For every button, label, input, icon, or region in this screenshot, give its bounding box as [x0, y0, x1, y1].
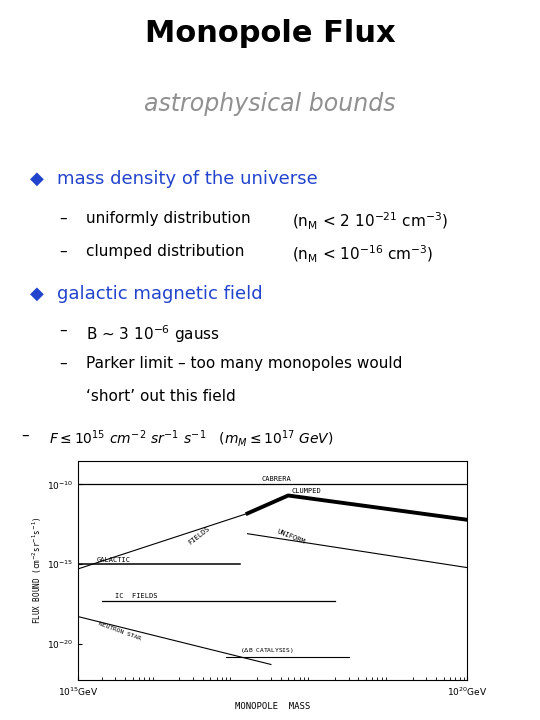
Text: uniformly distribution: uniformly distribution — [86, 210, 251, 225]
Text: galactic magnetic field: galactic magnetic field — [57, 284, 262, 302]
Text: (n$_{\mathsf{M}}$ < 10$^{-16}$ cm$^{-3}$): (n$_{\mathsf{M}}$ < 10$^{-16}$ cm$^{-3}$… — [292, 244, 433, 265]
Text: NEUTRON STAR: NEUTRON STAR — [98, 621, 142, 641]
Text: –: – — [59, 210, 67, 225]
Text: ‘short’ out this field: ‘short’ out this field — [86, 390, 236, 405]
Text: Parker limit – too many monopoles would: Parker limit – too many monopoles would — [86, 356, 403, 372]
Text: (n$_{\mathsf{M}}$ < 2 10$^{-21}$ cm$^{-3}$): (n$_{\mathsf{M}}$ < 2 10$^{-21}$ cm$^{-3… — [292, 210, 448, 232]
Text: CABRERA: CABRERA — [261, 476, 291, 482]
Text: ◆: ◆ — [30, 170, 44, 188]
Text: B ~ 3 10$^{-6}$ gauss: B ~ 3 10$^{-6}$ gauss — [86, 323, 220, 345]
Text: ($\Delta$B CATALYSIS): ($\Delta$B CATALYSIS) — [240, 647, 294, 655]
X-axis label: MONOPOLE  MASS: MONOPOLE MASS — [235, 702, 310, 711]
Text: UNIFORM: UNIFORM — [276, 528, 306, 545]
Text: –: – — [59, 323, 67, 338]
Text: GALACTIC: GALACTIC — [96, 557, 130, 563]
Text: –: – — [59, 244, 67, 258]
Text: clumped distribution: clumped distribution — [86, 244, 245, 258]
Text: ◆: ◆ — [30, 284, 44, 302]
Y-axis label: FLUX BOUND (cm$^{-2}$sr$^{-1}$s$^{-1}$): FLUX BOUND (cm$^{-2}$sr$^{-1}$s$^{-1}$) — [31, 517, 44, 624]
Text: $F \leq 10^{15}\ \mathit{cm}^{-2}\ \mathit{sr}^{-1}\ \mathit{s}^{-1}$   $(\mathi: $F \leq 10^{15}\ \mathit{cm}^{-2}\ \math… — [49, 428, 333, 449]
Text: astrophysical bounds: astrophysical bounds — [144, 92, 396, 116]
Text: mass density of the universe: mass density of the universe — [57, 170, 318, 188]
Text: Monopole Flux: Monopole Flux — [145, 19, 395, 48]
Text: IC  FIELDS: IC FIELDS — [116, 593, 158, 599]
Text: FIELDS: FIELDS — [187, 525, 211, 545]
Text: CLUMPED: CLUMPED — [292, 488, 321, 494]
Text: –: – — [59, 356, 67, 372]
Text: –: – — [22, 428, 29, 443]
